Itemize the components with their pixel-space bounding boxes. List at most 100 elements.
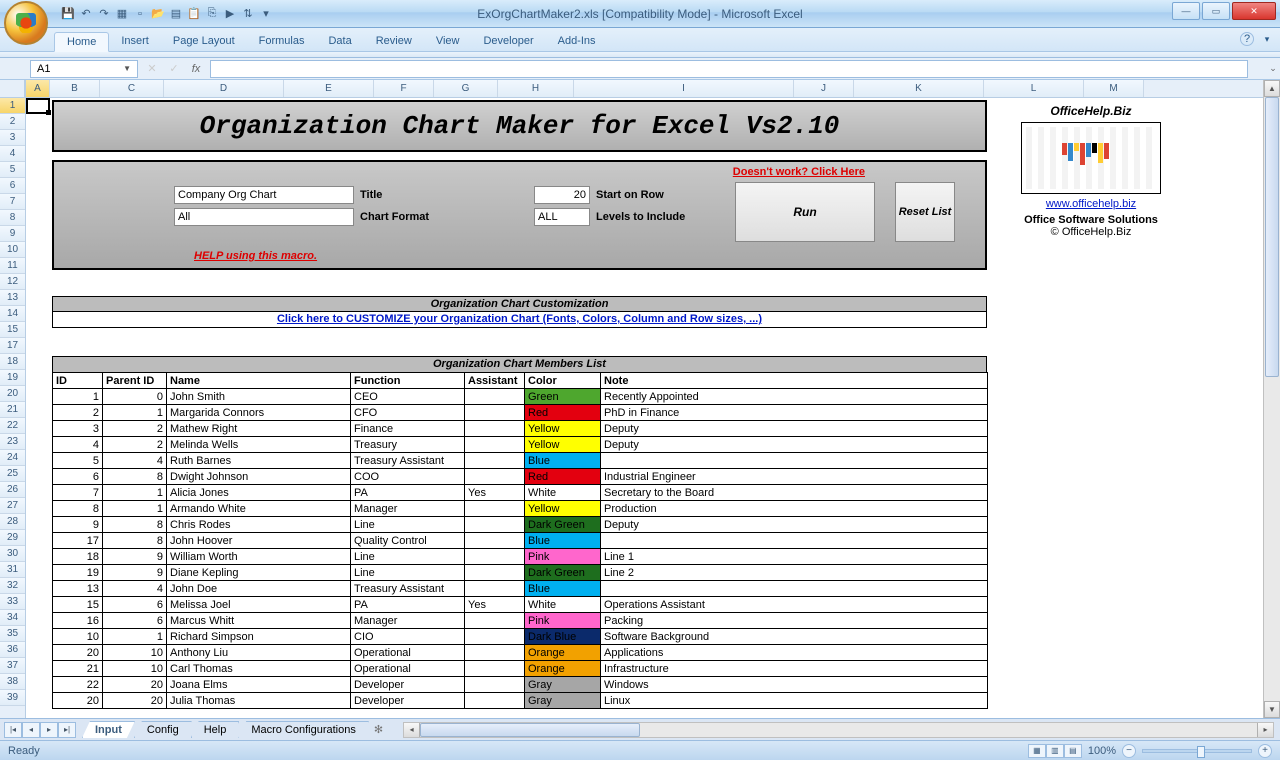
table-row[interactable]: 68Dwight JohnsonCOORedIndustrial Enginee… [53,469,988,485]
row-header-5[interactable]: 5 [0,162,25,178]
help-icon[interactable]: ? [1240,32,1254,46]
row-header-24[interactable]: 24 [0,450,25,466]
table-header[interactable]: Color [525,373,601,389]
row-header-21[interactable]: 21 [0,402,25,418]
levels-input[interactable] [534,208,590,226]
table-row[interactable]: 2020Julia ThomasDeveloperGrayLinux [53,693,988,709]
redo-icon[interactable]: ↷ [96,6,112,22]
cancel-formula-icon[interactable]: ✕ [144,62,160,75]
save-icon[interactable]: 💾 [60,6,76,22]
maximize-button[interactable]: ▭ [1202,2,1230,20]
row-header-27[interactable]: 27 [0,498,25,514]
row-header-17[interactable]: 17 [0,338,25,354]
normal-view-icon[interactable]: ▦ [1028,744,1046,758]
table-row[interactable]: 71Alicia JonesPAYesWhiteSecretary to the… [53,485,988,501]
col-header-A[interactable]: A [26,80,50,97]
zoom-in-button[interactable]: + [1258,744,1272,758]
table-header[interactable]: Assistant [465,373,525,389]
row-header-37[interactable]: 37 [0,658,25,674]
qat-dropdown-icon[interactable]: ▾ [258,6,274,22]
table-row[interactable]: 98Chris RodesLineDark GreenDeputy [53,517,988,533]
row-header-20[interactable]: 20 [0,386,25,402]
tab-prev-icon[interactable]: ◂ [22,722,40,738]
col-header-L[interactable]: L [984,80,1084,97]
ribbon-tab-insert[interactable]: Insert [109,32,161,51]
table-header[interactable]: ID [53,373,103,389]
ribbon-tab-page-layout[interactable]: Page Layout [161,32,247,51]
ribbon-minimize-icon[interactable]: ▾ [1260,32,1274,46]
col-header-G[interactable]: G [434,80,498,97]
table-row[interactable]: 42Melinda WellsTreasuryYellowDeputy [53,437,988,453]
open-icon[interactable]: 📂 [150,6,166,22]
row-header-18[interactable]: 18 [0,354,25,370]
ribbon-tab-data[interactable]: Data [316,32,363,51]
row-header-22[interactable]: 22 [0,418,25,434]
col-header-D[interactable]: D [164,80,284,97]
office-button[interactable] [4,1,48,45]
row-header-39[interactable]: 39 [0,690,25,706]
hscroll-thumb[interactable] [420,723,640,737]
row-header-11[interactable]: 11 [0,258,25,274]
help-macro-link[interactable]: HELP using this macro. [194,250,317,262]
row-header-4[interactable]: 4 [0,146,25,162]
run-button[interactable]: Run [735,182,875,242]
col-header-C[interactable]: C [100,80,164,97]
table-row[interactable]: 54Ruth BarnesTreasury AssistantBlue [53,453,988,469]
sheet-tab-config[interactable]: Config [134,721,192,738]
row-header-30[interactable]: 30 [0,546,25,562]
table-row[interactable]: 101Richard SimpsonCIODark BlueSoftware B… [53,629,988,645]
zoom-slider[interactable] [1142,749,1252,753]
ribbon-tab-developer[interactable]: Developer [471,32,545,51]
page-break-view-icon[interactable]: ▤ [1064,744,1082,758]
table-row[interactable]: 21Margarida ConnorsCFORedPhD in Finance [53,405,988,421]
table-row[interactable]: 166Marcus WhittManagerPinkPacking [53,613,988,629]
row-header-12[interactable]: 12 [0,274,25,290]
title-input[interactable] [174,186,354,204]
row-header-34[interactable]: 34 [0,610,25,626]
undo-icon[interactable]: ↶ [78,6,94,22]
row-header-14[interactable]: 14 [0,306,25,322]
table-header[interactable]: Name [167,373,351,389]
print-preview-icon[interactable]: ▦ [114,6,130,22]
ribbon-tab-view[interactable]: View [424,32,472,51]
ribbon-tab-formulas[interactable]: Formulas [247,32,317,51]
zoom-out-button[interactable]: − [1122,744,1136,758]
table-row[interactable]: 81Armando WhiteManagerYellowProduction [53,501,988,517]
hscroll-left-button[interactable]: ◂ [404,723,420,737]
doesnt-work-link[interactable]: Doesn't work? Click Here [733,166,865,178]
row-header-31[interactable]: 31 [0,562,25,578]
col-header-I[interactable]: I [574,80,794,97]
ribbon-tab-review[interactable]: Review [364,32,424,51]
row-header-38[interactable]: 38 [0,674,25,690]
col-header-J[interactable]: J [794,80,854,97]
calc-icon[interactable]: ▤ [168,6,184,22]
formula-expand-icon[interactable]: ⌄ [1266,63,1280,74]
row-header-28[interactable]: 28 [0,514,25,530]
scroll-down-button[interactable]: ▼ [1264,701,1280,718]
select-all-corner[interactable] [0,80,25,98]
page-layout-view-icon[interactable]: ▥ [1046,744,1064,758]
row-header-9[interactable]: 9 [0,226,25,242]
row-header-10[interactable]: 10 [0,242,25,258]
row-header-6[interactable]: 6 [0,178,25,194]
fx-icon[interactable]: fx [188,63,204,75]
table-row[interactable]: 178John HooverQuality ControlBlue [53,533,988,549]
table-row[interactable]: 10John SmithCEOGreenRecently Appointed [53,389,988,405]
copy-icon[interactable]: ⎘ [204,6,220,22]
table-row[interactable]: 156Melissa JoelPAYesWhiteOperations Assi… [53,597,988,613]
run-icon[interactable]: ▶ [222,6,238,22]
enter-formula-icon[interactable]: ✓ [166,62,182,75]
row-header-25[interactable]: 25 [0,466,25,482]
table-header[interactable]: Parent ID [103,373,167,389]
col-header-E[interactable]: E [284,80,374,97]
row-header-2[interactable]: 2 [0,114,25,130]
hscroll-right-button[interactable]: ▸ [1257,723,1273,737]
vertical-scrollbar[interactable]: ▲ ▼ [1263,80,1280,718]
row-header-1[interactable]: 1 [0,98,25,114]
row-header-19[interactable]: 19 [0,370,25,386]
ribbon-tab-add-ins[interactable]: Add-Ins [546,32,608,51]
customize-link[interactable]: Click here to CUSTOMIZE your Organizatio… [277,313,762,325]
row-header-7[interactable]: 7 [0,194,25,210]
namebox-dropdown-icon[interactable]: ▼ [123,64,131,73]
table-row[interactable]: 134John DoeTreasury AssistantBlue [53,581,988,597]
